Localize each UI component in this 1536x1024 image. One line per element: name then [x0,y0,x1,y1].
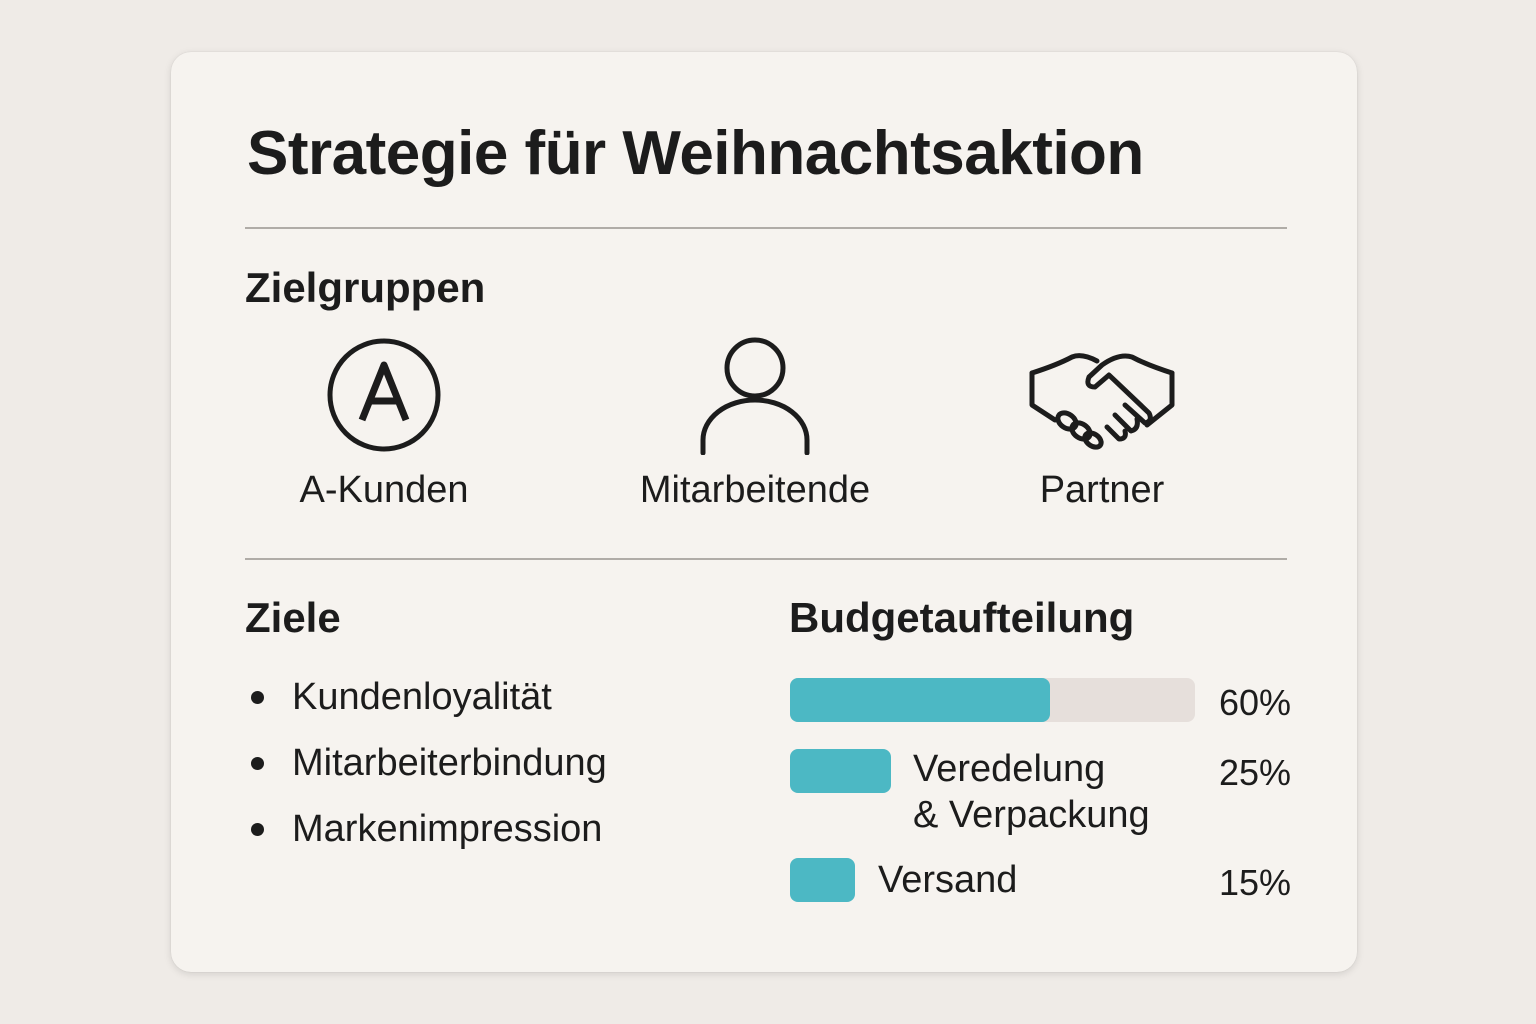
list-item: Markenimpression [247,796,607,862]
person-icon [700,337,810,455]
budget-bar-15 [790,858,855,902]
bullet-icon [251,756,264,770]
target-group-label: A-Kunden [299,469,469,511]
budget-percent: 15% [1218,862,1291,903]
bullet-icon [251,822,264,836]
budget-label: Versand [878,859,1018,901]
target-group-label: Mitarbeitende [639,469,871,511]
budget-percent: 60% [1218,682,1291,723]
list-item: Mitarbeiterbindung [247,730,607,796]
budget-bar-60 [790,678,1050,722]
strategy-card: Strategie für Weihnachtsaktion Zielgrupp… [171,52,1357,972]
divider [245,558,1287,560]
target-group-employees: Mitarbeitende [605,335,905,512]
section-heading-goals: Ziele [245,594,341,641]
budget-bar-25 [790,749,891,793]
bullet-icon [251,690,264,704]
target-group-a-customers: A-Kunden [234,335,534,512]
handshake-icon [1029,353,1175,450]
goals-list: Kundenloyalität Mitarbeiterbindung Marke… [247,664,607,862]
budget-label: Veredelung & Verpackung [913,748,1150,836]
divider [245,227,1287,229]
list-item: Kundenloyalität [247,664,607,730]
page-title: Strategie für Weihnachtsaktion [247,119,1144,188]
target-group-label: Partner [1039,469,1165,511]
target-group-partners: Partner [952,335,1252,512]
letter-a-circle-icon [327,338,441,452]
budget-percent: 25% [1218,752,1291,793]
section-heading-target-groups: Zielgruppen [245,264,486,311]
section-heading-budget: Budgetaufteilung [789,594,1135,641]
